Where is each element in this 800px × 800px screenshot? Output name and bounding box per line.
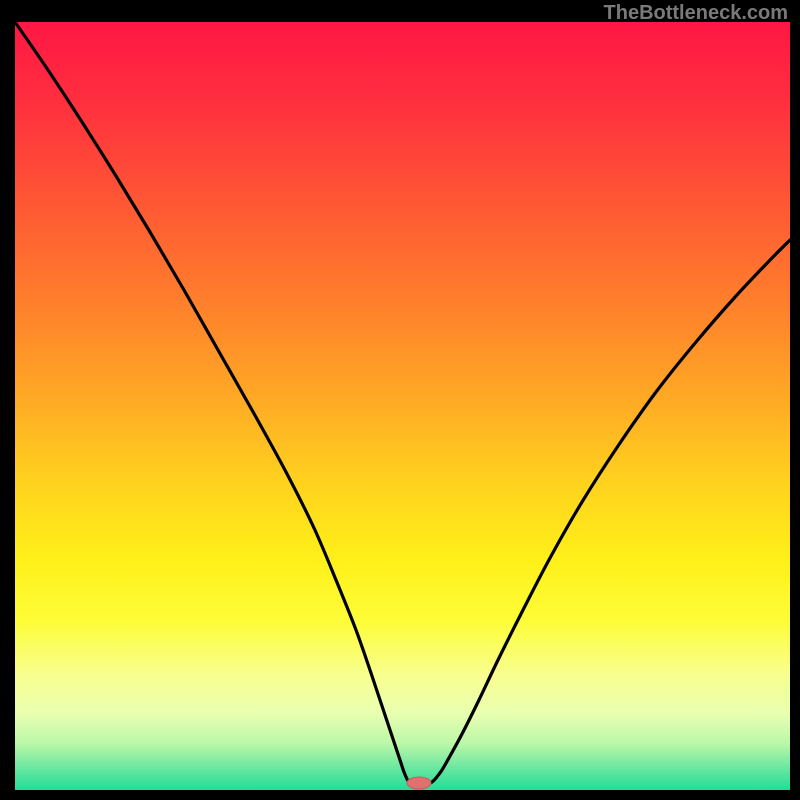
chart-canvas: TheBottleneck.com xyxy=(0,0,800,800)
bottleneck-curve xyxy=(15,22,790,783)
chart-svg xyxy=(0,0,800,800)
minimum-marker xyxy=(407,777,431,789)
watermark-text: TheBottleneck.com xyxy=(604,2,788,25)
watermark-label: TheBottleneck.com xyxy=(604,2,788,24)
